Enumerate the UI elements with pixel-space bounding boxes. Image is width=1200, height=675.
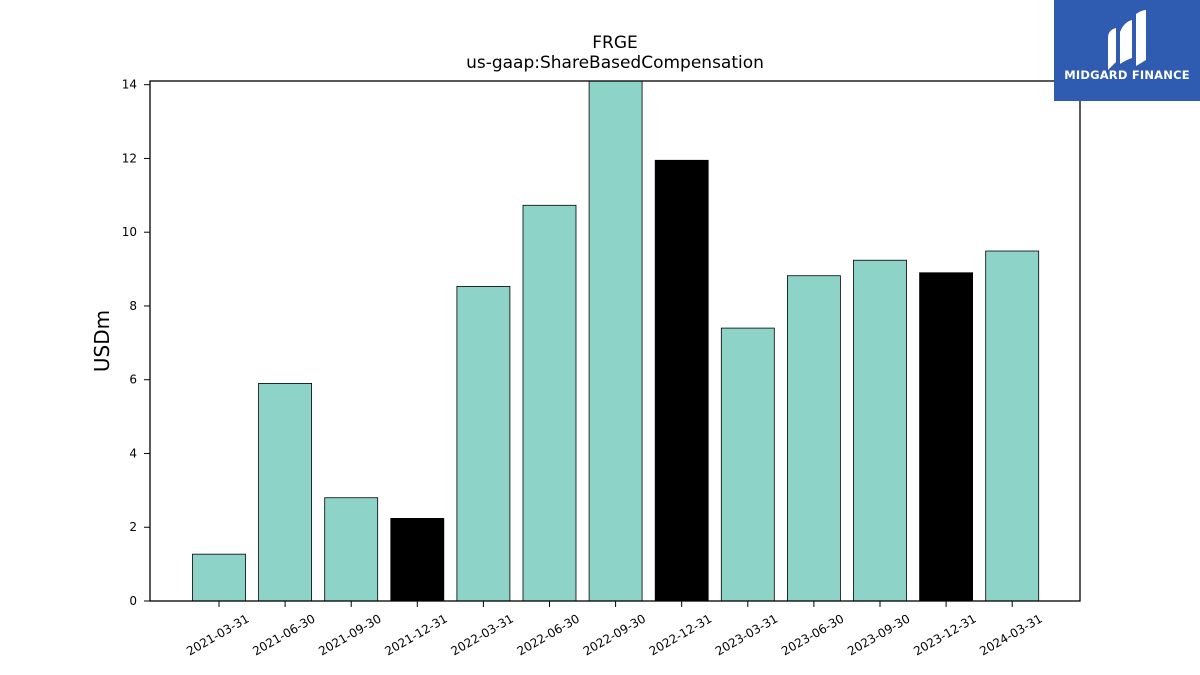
x-tick-label: 2021-12-31	[382, 611, 449, 658]
bars-group	[192, 80, 1040, 602]
x-tick-label: 2024-03-31	[977, 611, 1044, 658]
bar-2023-12-31	[919, 272, 973, 602]
y-tick-label: 4	[129, 446, 137, 460]
bar-2021-03-31	[192, 553, 246, 602]
bar-2024-03-31	[985, 250, 1040, 602]
bar-2022-09-30	[588, 80, 643, 602]
y-tick-label: 0	[129, 594, 137, 608]
y-tick-label: 6	[129, 373, 137, 387]
x-tick-label: 2022-03-31	[448, 611, 515, 658]
y-tick-label: 10	[122, 225, 137, 239]
x-tick-label: 2023-03-31	[713, 611, 780, 658]
y-ticks-group: 0 2 4 6 8 10 12 14	[122, 78, 150, 608]
x-tick-label: 2023-06-30	[779, 611, 846, 658]
bar-2023-09-30	[853, 259, 907, 602]
midgard-logo-icon	[1108, 10, 1146, 70]
bar-2021-12-31	[390, 517, 445, 602]
x-tick-label: 2023-12-31	[911, 611, 978, 658]
x-tick-label: 2021-09-30	[316, 611, 383, 658]
x-tick-label: 2021-06-30	[250, 611, 317, 658]
x-tick-label: 2022-06-30	[515, 611, 582, 658]
brand-name: MIDGARD FINANCE	[1064, 68, 1190, 82]
brand-logo: MIDGARD FINANCE	[1054, 0, 1200, 101]
bar-2023-03-31	[720, 327, 775, 602]
bar-2022-06-30	[522, 204, 577, 602]
x-tick-label: 2021-03-31	[184, 611, 251, 658]
bar-2022-12-31	[654, 159, 709, 602]
chart-subtitle: us-gaap:ShareBasedCompensation	[466, 53, 764, 73]
chart-title: FRGE	[592, 33, 638, 53]
bar-2023-06-30	[787, 275, 841, 602]
x-tick-label: 2022-12-31	[647, 611, 714, 658]
x-tick-label: 2022-09-30	[581, 611, 648, 658]
y-tick-label: 2	[129, 520, 137, 534]
y-tick-label: 14	[122, 78, 137, 92]
x-tick-label: 2023-09-30	[845, 611, 912, 658]
plot-frame	[149, 80, 1081, 602]
x-ticks-group: 2021-03-312021-06-302021-09-302021-12-31…	[184, 601, 1045, 658]
bar-2021-06-30	[258, 383, 313, 602]
bar-2022-03-31	[456, 286, 511, 602]
y-axis-label: USDm	[90, 310, 114, 372]
y-tick-label: 8	[129, 299, 137, 313]
bar-2021-09-30	[324, 497, 379, 602]
y-tick-label: 12	[122, 151, 137, 165]
